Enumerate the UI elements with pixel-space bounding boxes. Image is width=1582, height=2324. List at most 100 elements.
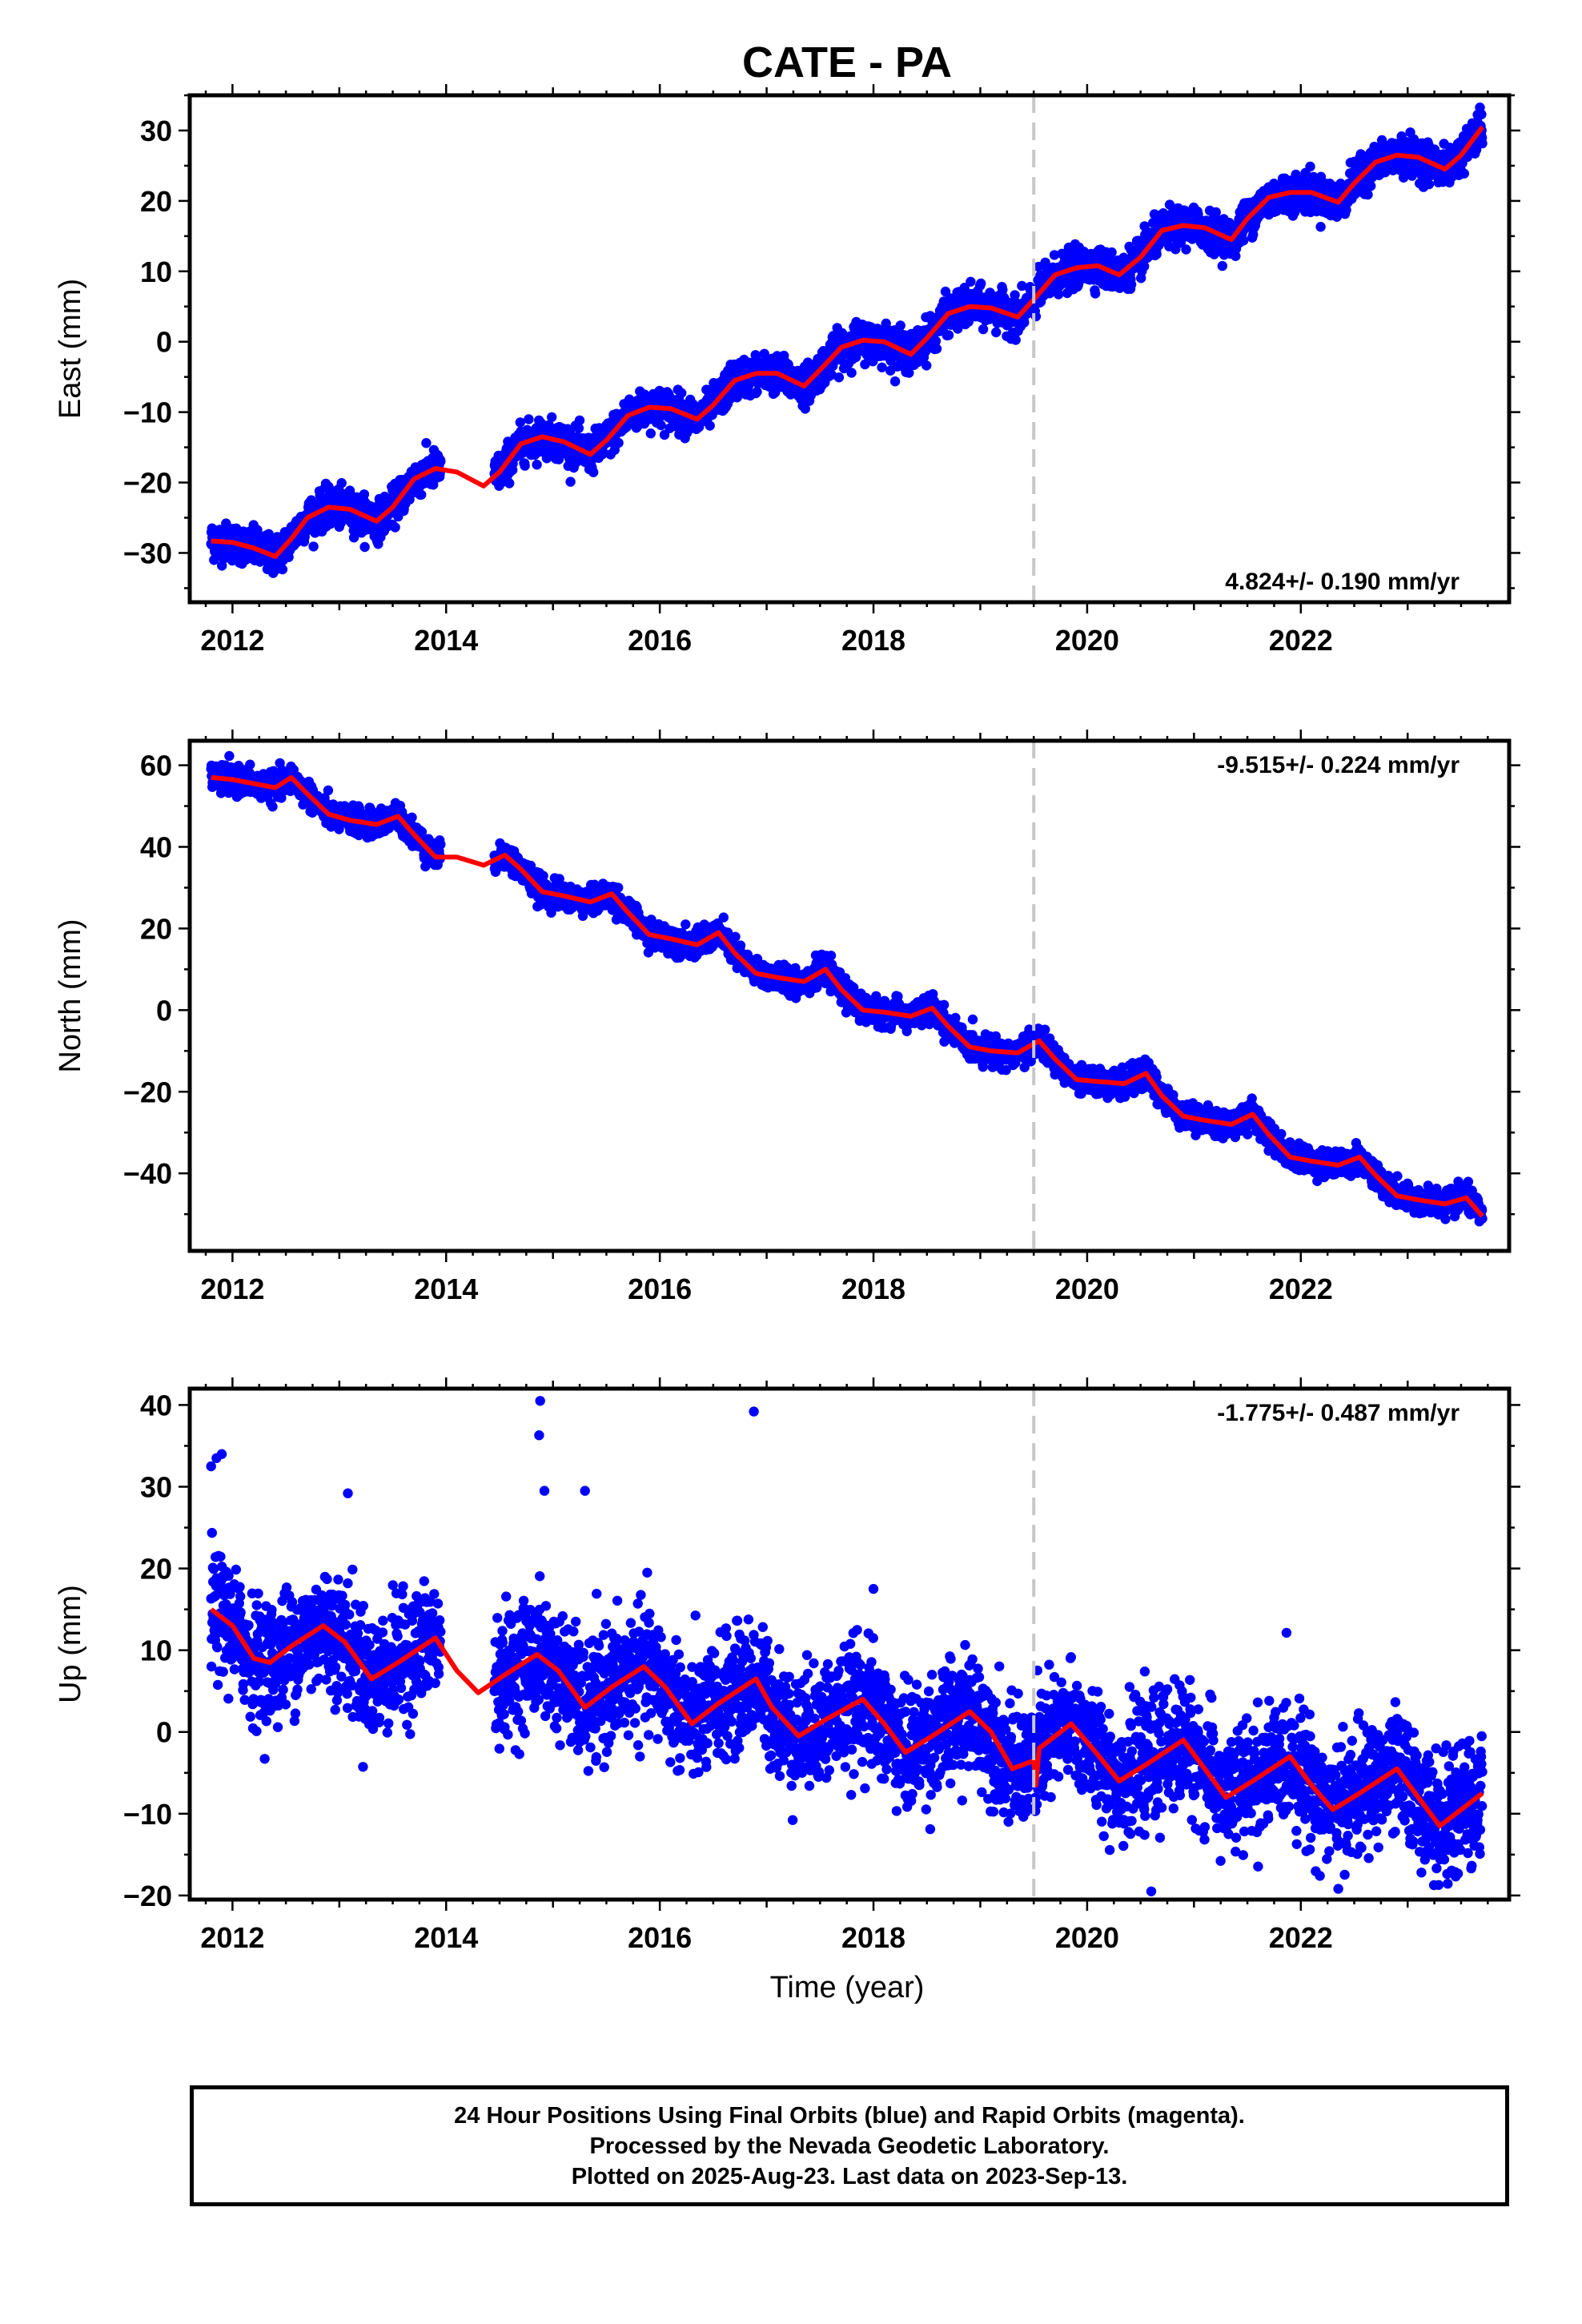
east-point: [1010, 290, 1020, 300]
east-point: [436, 456, 446, 467]
east-point: [574, 415, 585, 426]
east-point: [1315, 222, 1326, 232]
east-point: [263, 529, 274, 539]
east-point: [1471, 144, 1482, 155]
north-point: [267, 802, 278, 812]
east-point: [1363, 189, 1373, 200]
east-point: [336, 478, 347, 489]
east-y-tick-label: 0: [156, 326, 172, 359]
east-point: [1459, 168, 1470, 179]
east-point: [931, 344, 942, 354]
north-point: [224, 750, 235, 762]
east-point: [991, 327, 1002, 338]
east-point: [850, 352, 861, 363]
east-point: [976, 278, 986, 289]
east-y-axis-label: East (mm): [54, 279, 87, 419]
east-point: [1019, 317, 1030, 328]
east-point: [846, 368, 857, 378]
east-point: [565, 476, 576, 487]
east-point: [645, 428, 656, 439]
east-point: [520, 460, 530, 471]
east-point: [1211, 207, 1222, 218]
east-point: [1305, 161, 1315, 172]
east-point: [1315, 171, 1327, 182]
east-point: [953, 324, 963, 334]
east-point: [705, 420, 715, 431]
north-point: [407, 812, 417, 822]
east-point: [1040, 257, 1050, 267]
east-x-tick-label: 2020: [1055, 624, 1119, 657]
east-point: [677, 388, 687, 398]
east-point: [504, 478, 515, 489]
east-point: [1090, 288, 1101, 299]
east-point: [1231, 251, 1241, 261]
north-daily-positions: [206, 750, 1488, 1227]
east-point: [1106, 247, 1117, 258]
north-panel: 2012 2014 2016 2018 2020 2022−40−200204060Nor…: [54, 730, 1520, 1305]
east-point: [1017, 280, 1027, 292]
east-x-tick-label: 2014: [414, 624, 478, 657]
east-point: [1366, 181, 1376, 191]
east-point: [800, 404, 810, 414]
east-point: [998, 284, 1008, 296]
east-point: [547, 412, 557, 423]
east-point: [421, 438, 432, 448]
east-point: [860, 359, 870, 370]
east-point: [428, 480, 439, 490]
east-point: [1181, 244, 1191, 255]
east-rate-label: 4.824+/- 0.190 mm/yr: [1225, 569, 1460, 595]
east-y-tick-label: 30: [140, 115, 172, 147]
east-point: [613, 437, 624, 448]
east-point: [573, 423, 584, 433]
east-point: [252, 525, 263, 535]
east-point: [1238, 235, 1249, 246]
east-point: [1126, 279, 1137, 290]
east-point: [416, 489, 427, 500]
east-y-tick-label: 10: [140, 255, 172, 288]
north-point: [245, 759, 255, 770]
east-point: [833, 372, 845, 383]
east-point: [277, 564, 288, 575]
east-panel: 2012 2014 2016 2018 2020 2022−30−20−100102030…: [54, 84, 1520, 657]
east-point: [943, 330, 954, 340]
east-point: [1217, 260, 1228, 271]
east-x-tick-label: 2012: [200, 624, 264, 657]
east-point: [308, 541, 319, 552]
east-point: [515, 417, 525, 428]
east-point: [921, 360, 932, 371]
north-point: [323, 785, 334, 796]
east-point: [1423, 179, 1435, 190]
east-point: [1053, 289, 1064, 300]
chart-title: CATE - PA: [742, 38, 952, 86]
east-y-tick-label: −20: [123, 467, 172, 500]
east-point: [1010, 335, 1021, 345]
east-point: [524, 414, 534, 424]
east-point: [895, 320, 905, 331]
east-point: [656, 420, 666, 431]
east-y-tick-label: 20: [140, 185, 172, 218]
east-point: [359, 489, 370, 500]
east-point: [532, 460, 542, 470]
east-point: [1341, 205, 1351, 215]
east-point: [588, 467, 599, 477]
east-point: [966, 276, 976, 287]
east-plot-frame: [187, 93, 1512, 605]
east-x-tick-label: 2016: [628, 624, 692, 657]
east-y-tick-label: −10: [123, 396, 172, 429]
east-point: [930, 336, 942, 347]
east-point: [390, 522, 400, 533]
east-point: [1331, 211, 1343, 221]
east-point: [359, 541, 370, 553]
east-point: [1139, 221, 1150, 231]
east-point: [348, 533, 359, 543]
east-y-tick-label: −30: [123, 537, 172, 569]
east-x-tick-label: 2022: [1269, 624, 1333, 657]
east-point: [1114, 283, 1125, 293]
east-daily-positions: [206, 103, 1488, 578]
east-point: [1477, 138, 1488, 149]
east-point: [752, 387, 762, 397]
east-point: [1139, 261, 1150, 271]
east-point: [978, 324, 989, 335]
east-point: [1151, 249, 1162, 259]
